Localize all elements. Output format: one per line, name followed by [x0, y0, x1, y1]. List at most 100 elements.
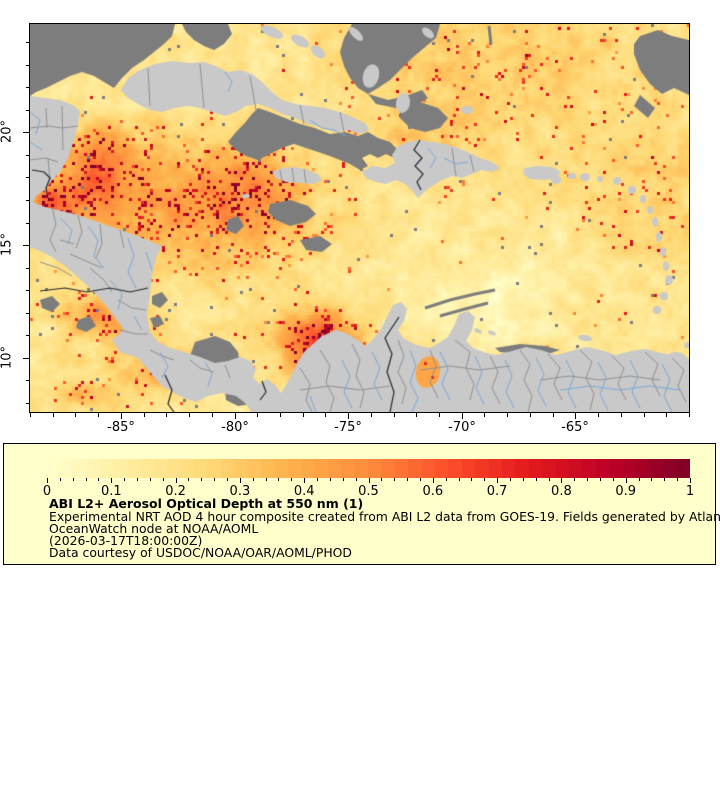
- colorbar-minor-tick: [599, 478, 601, 481]
- colorbar-minor-tick: [574, 478, 576, 481]
- x-minor-tick: [598, 413, 599, 417]
- y-minor-tick: [25, 155, 29, 156]
- colorbar-minor-tick: [587, 478, 589, 481]
- colorbar-minor-tick: [522, 478, 524, 481]
- colorbar-minor-tick: [664, 478, 666, 481]
- legend-line-1: Experimental NRT AOD 4 hour composite cr…: [49, 509, 720, 524]
- colorbar-minor-tick: [381, 478, 383, 481]
- colorbar-minor-tick: [317, 478, 319, 481]
- colorbar-major-tick: [690, 478, 691, 483]
- y-minor-tick: [25, 87, 29, 88]
- y-minor-tick: [25, 223, 29, 224]
- colorbar-minor-tick: [329, 478, 331, 481]
- colorbar-minor-tick: [59, 478, 61, 481]
- y-minor-tick: [25, 290, 29, 291]
- colorbar-major-tick: [304, 478, 306, 483]
- y-minor-tick: [25, 110, 29, 111]
- colorbar-minor-tick: [201, 478, 203, 481]
- x-minor-tick: [644, 413, 645, 417]
- x-minor-tick: [439, 413, 440, 417]
- colorbar-major-tick: [497, 478, 499, 483]
- x-minor-tick: [166, 413, 167, 417]
- x-minor-tick: [689, 413, 690, 417]
- legend-line-2: OceanWatch node at NOAA/AOML: [49, 521, 259, 536]
- colorbar-minor-tick: [162, 478, 164, 481]
- y-minor-tick: [25, 403, 29, 404]
- colorbar-tick-label: 1: [685, 484, 695, 499]
- y-major-tick: [23, 245, 29, 246]
- x-minor-tick: [30, 413, 31, 417]
- y-minor-tick: [25, 335, 29, 336]
- colorbar-tick-label: 0.3: [229, 484, 251, 499]
- colorbar-tick-label: 0: [42, 484, 52, 499]
- y-tick-label: 10°: [0, 345, 15, 370]
- colorbar-minor-tick: [149, 478, 151, 481]
- colorbar-minor-tick: [124, 478, 126, 481]
- aod-map-canvas: [30, 24, 689, 412]
- colorbar-minor-tick: [677, 478, 679, 481]
- colorbar-minor-tick: [227, 478, 229, 481]
- y-minor-tick: [25, 380, 29, 381]
- x-minor-tick: [280, 413, 281, 417]
- colorbar-minor-tick: [535, 478, 537, 481]
- y-major-tick: [23, 358, 29, 359]
- colorbar-minor-tick: [458, 478, 460, 481]
- colorbar-minor-tick: [278, 478, 280, 481]
- x-minor-tick: [257, 413, 258, 417]
- x-major-tick: [348, 413, 349, 419]
- colorbar-tick-label: 0.7: [486, 484, 508, 499]
- x-minor-tick: [394, 413, 395, 417]
- colorbar: [47, 459, 690, 478]
- colorbar-minor-tick: [291, 478, 293, 481]
- colorbar-minor-tick: [484, 478, 486, 481]
- colorbar-tick-label: 0.2: [165, 484, 186, 499]
- colorbar-major-tick: [47, 478, 48, 483]
- legend-line-3: (2026-03-17T18:00:00Z): [49, 533, 203, 548]
- colorbar-tick-label: 0.8: [551, 484, 572, 499]
- colorbar-minor-tick: [471, 478, 473, 481]
- y-tick-label: 20°: [0, 119, 15, 144]
- colorbar-major-tick: [368, 478, 370, 483]
- colorbar-minor-tick: [394, 478, 396, 481]
- colorbar-major-tick: [111, 478, 113, 483]
- x-minor-tick: [484, 413, 485, 417]
- colorbar-minor-tick: [214, 478, 216, 481]
- x-tick-label: -85°: [107, 420, 135, 435]
- x-major-tick: [235, 413, 236, 419]
- y-major-tick: [23, 132, 29, 133]
- colorbar-major-tick: [625, 478, 627, 483]
- y-minor-tick: [25, 177, 29, 178]
- colorbar-tick-label: 0.5: [358, 484, 379, 499]
- colorbar-minor-tick: [85, 478, 87, 481]
- x-minor-tick: [325, 413, 326, 417]
- x-minor-tick: [98, 413, 99, 417]
- colorbar-minor-tick: [265, 478, 267, 481]
- x-minor-tick: [303, 413, 304, 417]
- colorbar-major-tick: [239, 478, 241, 483]
- y-minor-tick: [25, 65, 29, 66]
- colorbar-tick-label: 0.4: [293, 484, 315, 499]
- x-major-tick: [121, 413, 122, 419]
- x-major-tick: [462, 413, 463, 419]
- x-minor-tick: [75, 413, 76, 417]
- legend-box: 0 0.1 0.2 0.3 0.4 0.5 0.6 0.7 0.8 0.9 1 ABI L2+ Ae…: [3, 443, 720, 565]
- colorbar-minor-tick: [98, 478, 100, 481]
- x-minor-tick: [371, 413, 372, 417]
- colorbar-major-tick: [175, 478, 177, 483]
- x-tick-label: -70°: [448, 420, 476, 435]
- x-minor-tick: [621, 413, 622, 417]
- colorbar-major-tick: [561, 478, 563, 483]
- x-minor-tick: [553, 413, 554, 417]
- legend-line-4: Data courtesy of USDOC/NOAA/OAR/AOML/PHO…: [49, 545, 352, 560]
- x-tick-label: -75°: [334, 420, 362, 435]
- colorbar-minor-tick: [612, 478, 614, 481]
- y-minor-tick: [25, 200, 29, 201]
- x-minor-tick: [507, 413, 508, 417]
- x-minor-tick: [666, 413, 667, 417]
- colorbar-minor-tick: [407, 478, 409, 481]
- colorbar-minor-tick: [342, 478, 344, 481]
- y-minor-tick: [25, 42, 29, 43]
- colorbar-minor-tick: [252, 478, 254, 481]
- x-minor-tick: [53, 413, 54, 417]
